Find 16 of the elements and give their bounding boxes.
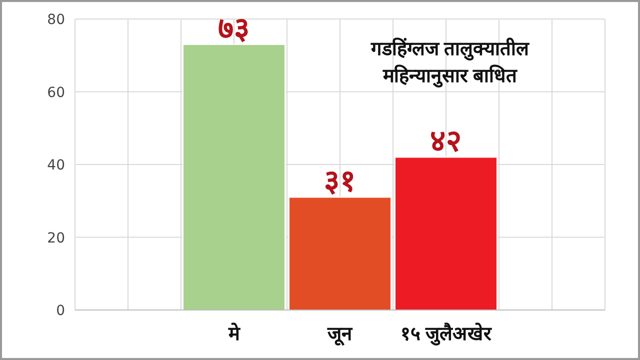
bar [182, 44, 286, 310]
y-tick-label: 40 [47, 158, 65, 174]
y-tick-label: 20 [47, 230, 65, 246]
data-label: ३१ [324, 165, 356, 198]
x-tick-label: जून [326, 324, 354, 346]
text: महिन्यानुसार बाधित [382, 64, 518, 88]
bar [288, 196, 392, 310]
y-tick-label: 0 [56, 303, 65, 319]
x-tick-label: १५ जुलैअखेर [400, 322, 493, 346]
y-tick-label: 80 [47, 12, 65, 28]
data-label: ४२ [430, 125, 462, 158]
bar [394, 156, 498, 310]
text: गडहिंग्लज तालुक्यातील [370, 37, 530, 61]
x-tick-label: मे [228, 322, 240, 345]
data-label: ७३ [218, 12, 250, 46]
y-tick-label: 60 [47, 84, 65, 101]
